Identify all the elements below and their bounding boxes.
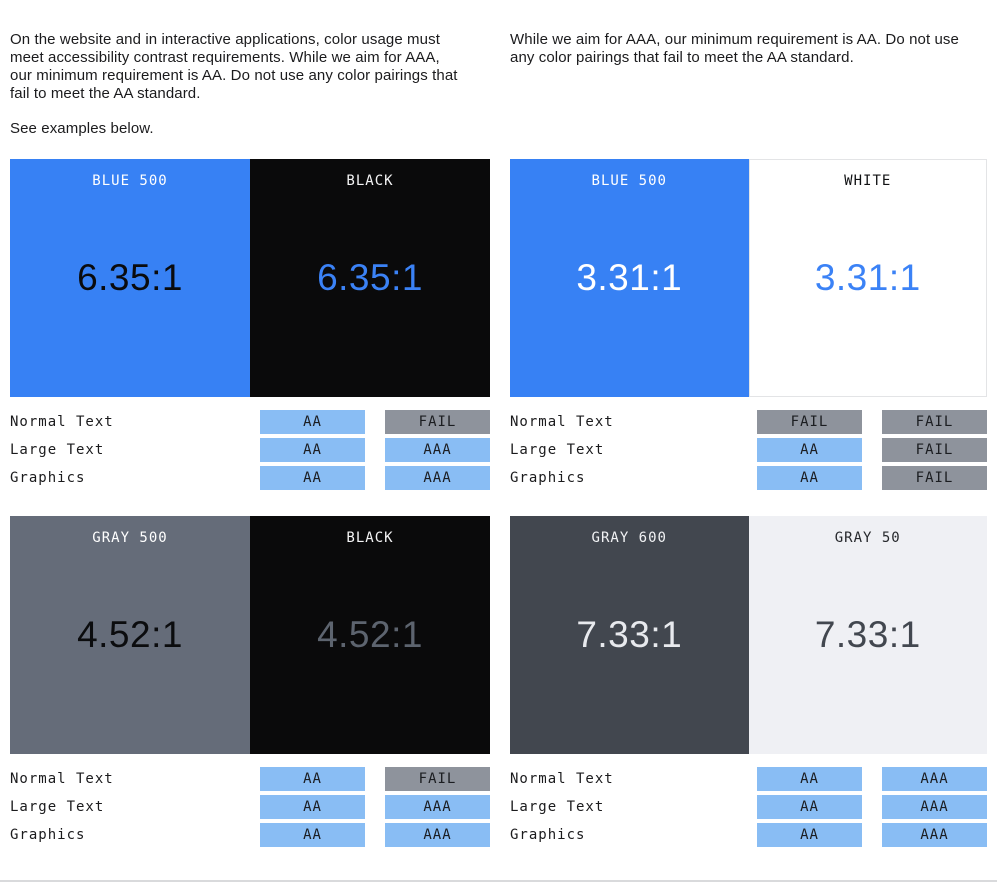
row-label: Normal Text (510, 771, 614, 787)
contrast-ratio: 6.35:1 (317, 257, 423, 298)
color-panels: BLUE 500 6.35:1 BLACK 6.35:1 (10, 159, 490, 397)
contrast-card-gray-600-vs-gray-50: GRAY 600 7.33:1 GRAY 50 7.33:1 Normal Te… (510, 516, 987, 847)
guideline-page: On the website and in interactive applic… (10, 31, 987, 847)
color-panel: BLUE 500 6.35:1 (10, 159, 250, 397)
panel-label: GRAY 50 (834, 530, 901, 546)
row-label: Graphics (510, 827, 586, 843)
rating-badge-aaa: AAA (385, 466, 490, 490)
color-panel: WHITE 3.31:1 (748, 159, 987, 397)
see-examples-note: See examples below. (10, 120, 154, 137)
panel-label: WHITE (844, 173, 892, 189)
rating-badge-aaa: AAA (882, 795, 987, 819)
rating-badge-aaa: AAA (385, 823, 490, 847)
rating-rows: Normal Text AA FAIL Large Text AA AAA Gr… (10, 767, 490, 847)
row-label: Large Text (10, 799, 105, 815)
panel-label: BLACK (346, 530, 394, 546)
panel-label: BLUE 500 (92, 173, 168, 189)
rating-badge-fail: FAIL (385, 767, 490, 791)
color-panel: GRAY 50 7.33:1 (748, 516, 987, 754)
rating-row: Normal Text AA FAIL (10, 767, 490, 791)
row-label: Graphics (10, 827, 86, 843)
rating-row: Graphics AA FAIL (510, 466, 987, 490)
rating-row: Large Text AA AAA (10, 438, 490, 462)
color-panel: GRAY 500 4.52:1 (10, 516, 250, 754)
rating-row: Graphics AA AAA (510, 823, 987, 847)
row-label: Graphics (10, 470, 86, 486)
rating-badge-fail: FAIL (882, 438, 987, 462)
rating-row: Normal Text FAIL FAIL (510, 410, 987, 434)
cards-grid: BLUE 500 6.35:1 BLACK 6.35:1 Normal Text… (10, 159, 987, 847)
intro-paragraph-right: While we aim for AAA, our minimum requir… (510, 31, 959, 66)
rating-badge-aa: AA (260, 795, 365, 819)
row-label: Large Text (510, 442, 605, 458)
row-label: Graphics (510, 470, 586, 486)
rating-badge-aaa: AAA (882, 767, 987, 791)
row-label: Large Text (10, 442, 105, 458)
rating-badge-aa: AA (757, 823, 862, 847)
rating-badge-aa: AA (260, 466, 365, 490)
intro-right-column: While we aim for AAA, our minimum requir… (510, 31, 987, 138)
contrast-ratio: 4.52:1 (77, 614, 183, 655)
contrast-ratio: 7.33:1 (814, 614, 921, 655)
color-panel: BLACK 4.52:1 (250, 516, 490, 754)
rating-badge-fail: FAIL (757, 410, 862, 434)
rating-badge-aaa: AAA (385, 795, 490, 819)
rating-badge-aa: AA (260, 438, 365, 462)
rating-badge-aa: AA (757, 767, 862, 791)
intro-section: On the website and in interactive applic… (10, 31, 987, 138)
color-panel: GRAY 600 7.33:1 (510, 516, 749, 754)
contrast-ratio: 3.31:1 (814, 257, 921, 298)
rating-badge-aa: AA (260, 767, 365, 791)
rating-badge-aa: AA (757, 438, 862, 462)
rating-row: Large Text AA AAA (510, 795, 987, 819)
panel-label: GRAY 500 (92, 530, 168, 546)
rating-row: Graphics AA AAA (10, 466, 490, 490)
panel-label: BLACK (346, 173, 394, 189)
rating-rows: Normal Text AA FAIL Large Text AA AAA Gr… (10, 410, 490, 490)
contrast-ratio: 4.52:1 (317, 614, 423, 655)
rating-row: Graphics AA AAA (10, 823, 490, 847)
rating-badge-aa: AA (260, 410, 365, 434)
contrast-card-blue-500-vs-white: BLUE 500 3.31:1 WHITE 3.31:1 Normal Text… (510, 159, 987, 490)
rating-badge-aaa: AAA (385, 438, 490, 462)
rating-badge-aa: AA (260, 823, 365, 847)
color-panels: GRAY 500 4.52:1 BLACK 4.52:1 (10, 516, 490, 754)
color-panel: BLACK 6.35:1 (250, 159, 490, 397)
rating-rows: Normal Text FAIL FAIL Large Text AA FAIL… (510, 410, 987, 490)
rating-badge-fail: FAIL (882, 466, 987, 490)
panel-label: GRAY 600 (591, 530, 667, 546)
page-divider (0, 880, 997, 882)
rating-row: Large Text AA AAA (10, 795, 490, 819)
rating-badge-aa: AA (757, 795, 862, 819)
rating-row: Normal Text AA FAIL (10, 410, 490, 434)
contrast-card-blue-500-vs-black: BLUE 500 6.35:1 BLACK 6.35:1 Normal Text… (10, 159, 490, 490)
intro-left-column: On the website and in interactive applic… (10, 31, 490, 138)
row-label: Normal Text (10, 771, 114, 787)
rating-rows: Normal Text AA AAA Large Text AA AAA Gra… (510, 767, 987, 847)
rating-badge-fail: FAIL (385, 410, 490, 434)
row-label: Normal Text (510, 414, 614, 430)
color-panel: BLUE 500 3.31:1 (510, 159, 749, 397)
rating-row: Large Text AA FAIL (510, 438, 987, 462)
row-label: Large Text (510, 799, 605, 815)
color-panels: GRAY 600 7.33:1 GRAY 50 7.33:1 (510, 516, 987, 754)
rating-row: Normal Text AA AAA (510, 767, 987, 791)
contrast-ratio: 3.31:1 (576, 257, 683, 298)
intro-paragraph-left: On the website and in interactive applic… (10, 31, 458, 102)
color-panels: BLUE 500 3.31:1 WHITE 3.31:1 (510, 159, 987, 397)
rating-badge-aa: AA (757, 466, 862, 490)
rating-badge-aaa: AAA (882, 823, 987, 847)
row-label: Normal Text (10, 414, 114, 430)
contrast-ratio: 6.35:1 (77, 257, 183, 298)
contrast-ratio: 7.33:1 (576, 614, 683, 655)
rating-badge-fail: FAIL (882, 410, 987, 434)
contrast-card-gray-500-vs-black: GRAY 500 4.52:1 BLACK 4.52:1 Normal Text… (10, 516, 490, 847)
panel-label: BLUE 500 (591, 173, 667, 189)
